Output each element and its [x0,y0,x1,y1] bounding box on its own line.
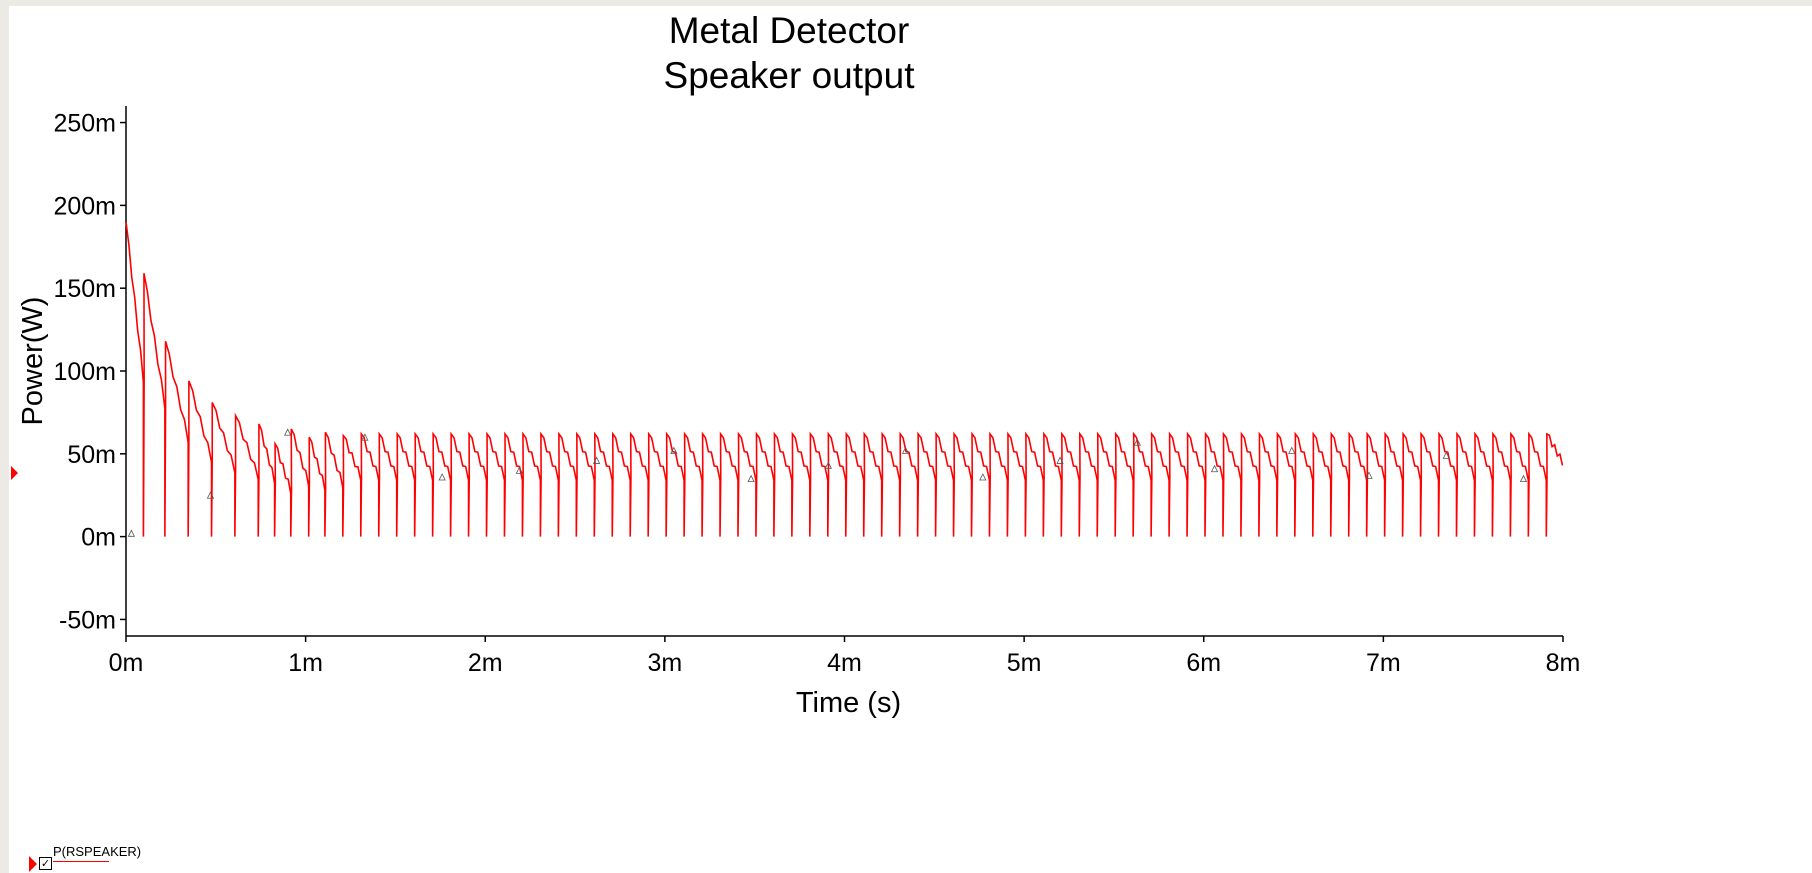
series-marker [901,446,910,454]
series-marker [592,456,601,464]
y-tick-label: -50m [59,606,116,634]
series-marker [284,428,292,436]
series-marker [979,473,987,481]
series-line-p-rspeaker [125,221,1564,537]
series-marker [747,474,755,483]
series-marker [1288,446,1296,454]
chart-subtitle: Speaker output [664,55,916,96]
x-tick-label: 8m [1546,649,1581,677]
series-marker [1365,471,1373,479]
x-tick-label: 4m [827,649,862,677]
x-tick-label: 2m [468,649,503,677]
x-tick-label: 7m [1366,649,1401,677]
series-marker [1442,451,1450,459]
series-marker [1133,438,1141,446]
series-marker [127,529,136,537]
series-marker [1519,474,1528,483]
y-axis-label: Power(W) [17,297,49,426]
x-tick-label: 1m [288,649,323,677]
legend-label: P(RSPEAKER) [53,844,142,859]
x-tick-label: 3m [648,649,683,677]
series-marker [206,491,215,499]
series-marker [1210,464,1219,473]
series-marker [438,473,446,481]
x-tick-label: 0m [109,649,144,677]
legend-checkbox[interactable]: ✓ [39,857,52,870]
y-tick-label: 50m [67,441,116,469]
series-marker [361,433,369,441]
series-marker [824,461,832,469]
x-tick-label: 5m [1007,649,1042,677]
series-marker [1056,456,1064,464]
series-marker [515,466,524,474]
y-tick-label: 150m [53,275,116,303]
chart-title: Metal Detector [669,10,910,51]
legend-line-swatch [53,861,109,862]
x-tick-label: 6m [1186,649,1221,677]
y-tick-label: 200m [53,192,116,220]
x-axis-label: Time (s) [796,687,901,719]
series-marker [670,446,678,454]
legend-pointer-icon [29,856,37,872]
y-tick-label: 250m [53,110,116,138]
series-cursor-marker [11,466,18,480]
chart-panel: Metal Detector Speaker output -50m 0m 50m 100… [9,6,1812,873]
y-tick-label: 0m [81,524,116,552]
y-tick-label: 100m [53,358,116,386]
